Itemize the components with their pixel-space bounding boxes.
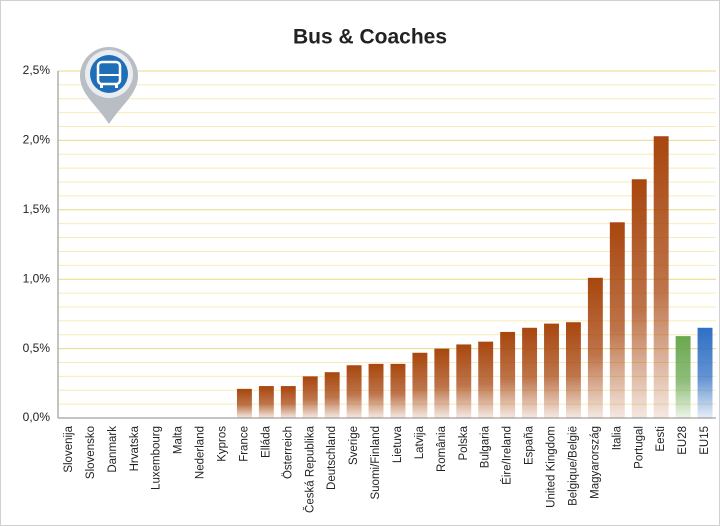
bar xyxy=(280,386,296,418)
x-tick-label: Slovensko xyxy=(85,426,97,479)
x-tick-label: Belgique/België xyxy=(567,426,579,506)
bar xyxy=(522,327,538,418)
bar xyxy=(412,352,428,418)
x-tick-label: Elláda xyxy=(260,425,272,458)
x-tick-label: Malta xyxy=(173,425,185,454)
x-tick-label: Österreich xyxy=(282,426,294,479)
x-tick-label: Lietuva xyxy=(392,425,404,463)
x-tick-label: Italia xyxy=(611,425,623,450)
y-tick-label: 0,0% xyxy=(23,410,51,424)
bar xyxy=(456,344,472,418)
x-tick-label: Deutschland xyxy=(326,426,338,490)
x-tick-label: Magyarország xyxy=(589,426,601,499)
x-tick-label: Danmark xyxy=(107,426,119,473)
bar xyxy=(478,341,494,418)
bar xyxy=(544,323,559,418)
bar xyxy=(368,363,384,418)
bar xyxy=(500,331,516,418)
bar xyxy=(390,363,406,418)
x-tick-label: Sverige xyxy=(348,426,360,465)
bus-icon xyxy=(80,47,138,124)
x-tick-label: EU15 xyxy=(699,426,711,455)
x-tick-label: Portugal xyxy=(633,426,645,469)
x-tick-label: Eesti xyxy=(655,426,667,452)
x-tick-label: Nederland xyxy=(195,426,207,479)
x-tick-label: France xyxy=(238,426,250,462)
y-tick-label: 0,5% xyxy=(23,341,51,355)
x-tick-label: Suomi/Finland xyxy=(370,426,382,500)
bar xyxy=(258,386,274,418)
chart-title: Bus & Coaches xyxy=(293,26,447,49)
bar xyxy=(675,336,691,418)
y-tick-label: 2,0% xyxy=(23,133,51,147)
bar xyxy=(653,136,669,418)
bar xyxy=(631,179,647,418)
x-tick-label: Luxembourg xyxy=(151,426,163,490)
bar xyxy=(324,372,340,418)
bar xyxy=(346,365,362,418)
bar xyxy=(587,277,603,418)
x-tick-label: United Kingdom xyxy=(546,426,558,508)
y-tick-label: 1,0% xyxy=(23,271,51,285)
x-tick-label: Česká Republika xyxy=(303,425,316,513)
y-tick-label: 2,5% xyxy=(23,63,51,77)
x-tick-label: Polska xyxy=(458,425,470,460)
bar xyxy=(565,322,581,418)
x-tick-label: Slovenija xyxy=(63,425,75,472)
bar xyxy=(434,348,450,418)
bar xyxy=(697,327,713,418)
x-tick-label: Éire/Ireland xyxy=(501,426,514,485)
x-tick-label: România xyxy=(436,425,448,472)
x-tick-label: Latvija xyxy=(414,425,426,459)
bar xyxy=(302,376,318,418)
x-tick-label: Kypros xyxy=(217,426,229,462)
bar xyxy=(236,388,252,418)
x-tick-label: Hrvatska xyxy=(129,425,141,471)
x-tick-label: España xyxy=(524,425,536,465)
bar xyxy=(609,222,625,418)
x-tick-label: Bulgaria xyxy=(480,425,492,468)
x-tick-label: EU28 xyxy=(677,426,689,455)
y-tick-label: 1,5% xyxy=(23,202,51,216)
